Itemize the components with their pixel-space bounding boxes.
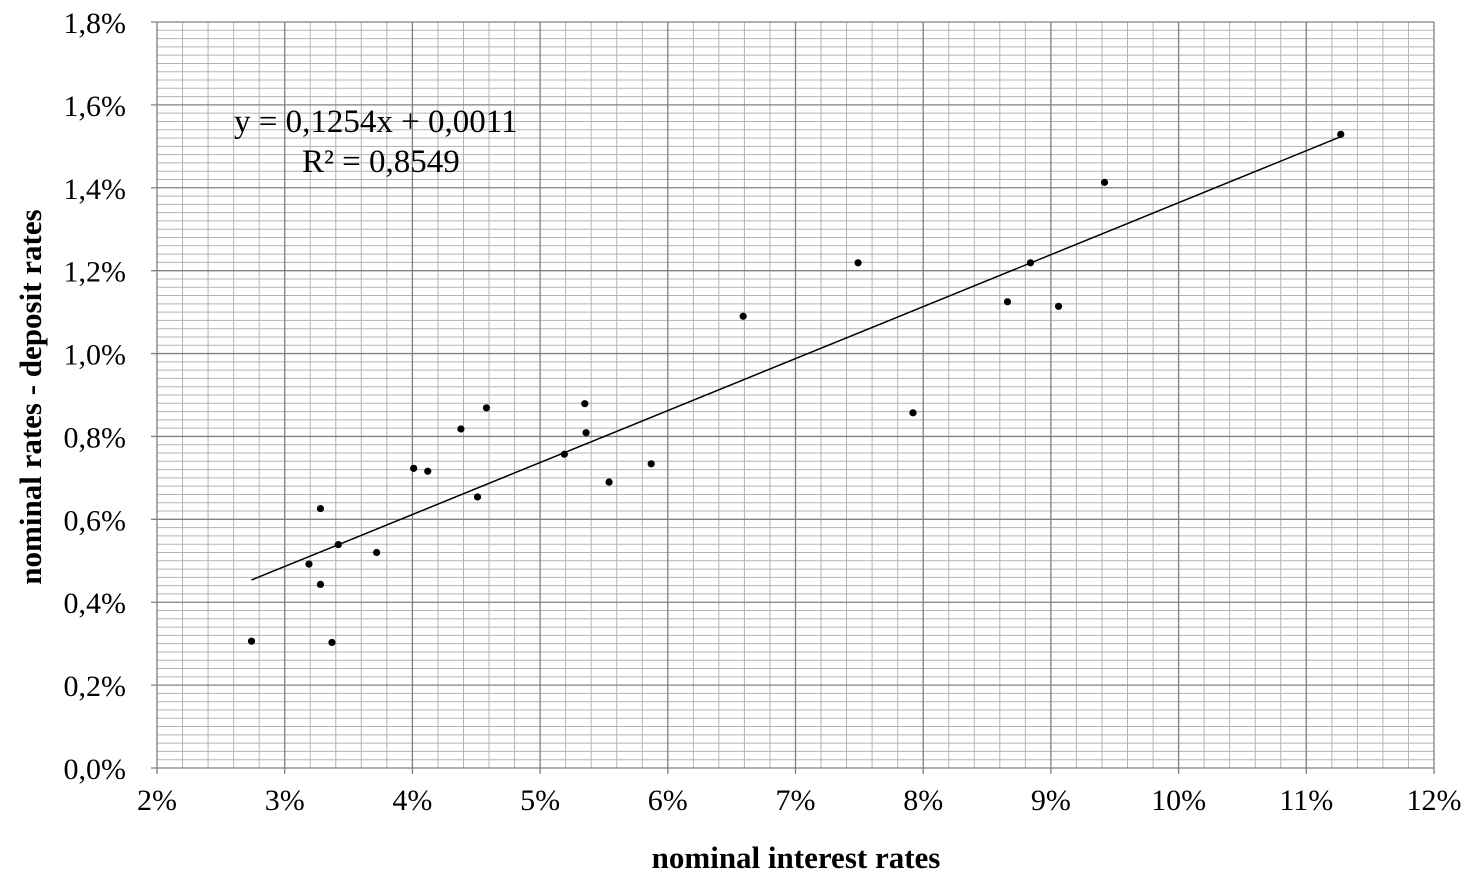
data-point xyxy=(316,580,325,589)
major-grid xyxy=(151,21,1435,774)
data-point xyxy=(909,409,917,417)
y-axis-title: nominal rates - deposit rates xyxy=(13,209,48,584)
y-tick-label: 1,8% xyxy=(64,7,127,40)
data-point xyxy=(1003,298,1012,306)
data-point xyxy=(328,638,336,647)
data-point xyxy=(605,478,613,486)
data-point xyxy=(473,493,482,501)
y-tick-label: 0,8% xyxy=(64,421,127,454)
x-tick-label: 6% xyxy=(648,784,688,817)
y-tick-label: 0,6% xyxy=(64,504,127,537)
x-tick-label: 10% xyxy=(1151,784,1206,817)
x-tick-label: 3% xyxy=(265,784,305,817)
data-point xyxy=(410,464,418,472)
data-point xyxy=(316,504,325,513)
data-point xyxy=(334,541,342,549)
y-tick-label: 0,2% xyxy=(64,670,127,703)
x-tick-label: 2% xyxy=(137,784,177,817)
data-point xyxy=(482,404,491,412)
x-tick-label: 5% xyxy=(520,784,560,817)
data-point xyxy=(854,259,862,267)
x-tick-label: 8% xyxy=(903,784,943,817)
trendline-layer xyxy=(251,135,1342,581)
data-point xyxy=(1337,130,1345,138)
x-tick-label: 4% xyxy=(392,784,432,817)
trendline-equation: y = 0,1254x + 0,0011 xyxy=(234,104,518,140)
y-tick-label: 1,4% xyxy=(64,173,127,206)
data-point xyxy=(1054,302,1063,310)
y-tick-label: 1,2% xyxy=(64,256,127,289)
trendline-r-squared: R² = 0,8549 xyxy=(302,144,460,180)
data-point xyxy=(560,450,568,458)
data-point xyxy=(1026,259,1035,267)
x-axis-title: nominal interest rates xyxy=(652,840,941,875)
x-axis-ticks: 2% 3% 4% 5% 6% 7% 8% 9% 10% 11% 12% xyxy=(137,784,1462,817)
data-point xyxy=(247,637,256,645)
data-point xyxy=(424,467,432,475)
y-tick-label: 0,4% xyxy=(64,587,127,620)
y-tick-label: 1,0% xyxy=(64,339,127,372)
data-point xyxy=(739,312,747,320)
data-point xyxy=(581,400,589,408)
data-point xyxy=(647,460,655,468)
data-point xyxy=(305,560,313,568)
data-points xyxy=(247,130,1345,647)
x-tick-label: 7% xyxy=(776,784,816,817)
x-tick-label: 12% xyxy=(1407,784,1462,817)
y-axis-ticks: 0,0% 0,2% 0,4% 0,6% 0,8% 1,0% 1,2% 1,4% 1,6% 1,8% xyxy=(64,7,127,786)
data-point xyxy=(457,425,465,433)
y-tick-label: 0,0% xyxy=(64,753,127,786)
trendline xyxy=(251,135,1342,581)
data-point xyxy=(373,548,381,557)
x-tick-label: 11% xyxy=(1279,784,1333,817)
data-point xyxy=(1100,178,1109,186)
data-point xyxy=(582,429,590,437)
y-tick-label: 1,6% xyxy=(64,90,127,123)
x-tick-label: 9% xyxy=(1031,784,1071,817)
